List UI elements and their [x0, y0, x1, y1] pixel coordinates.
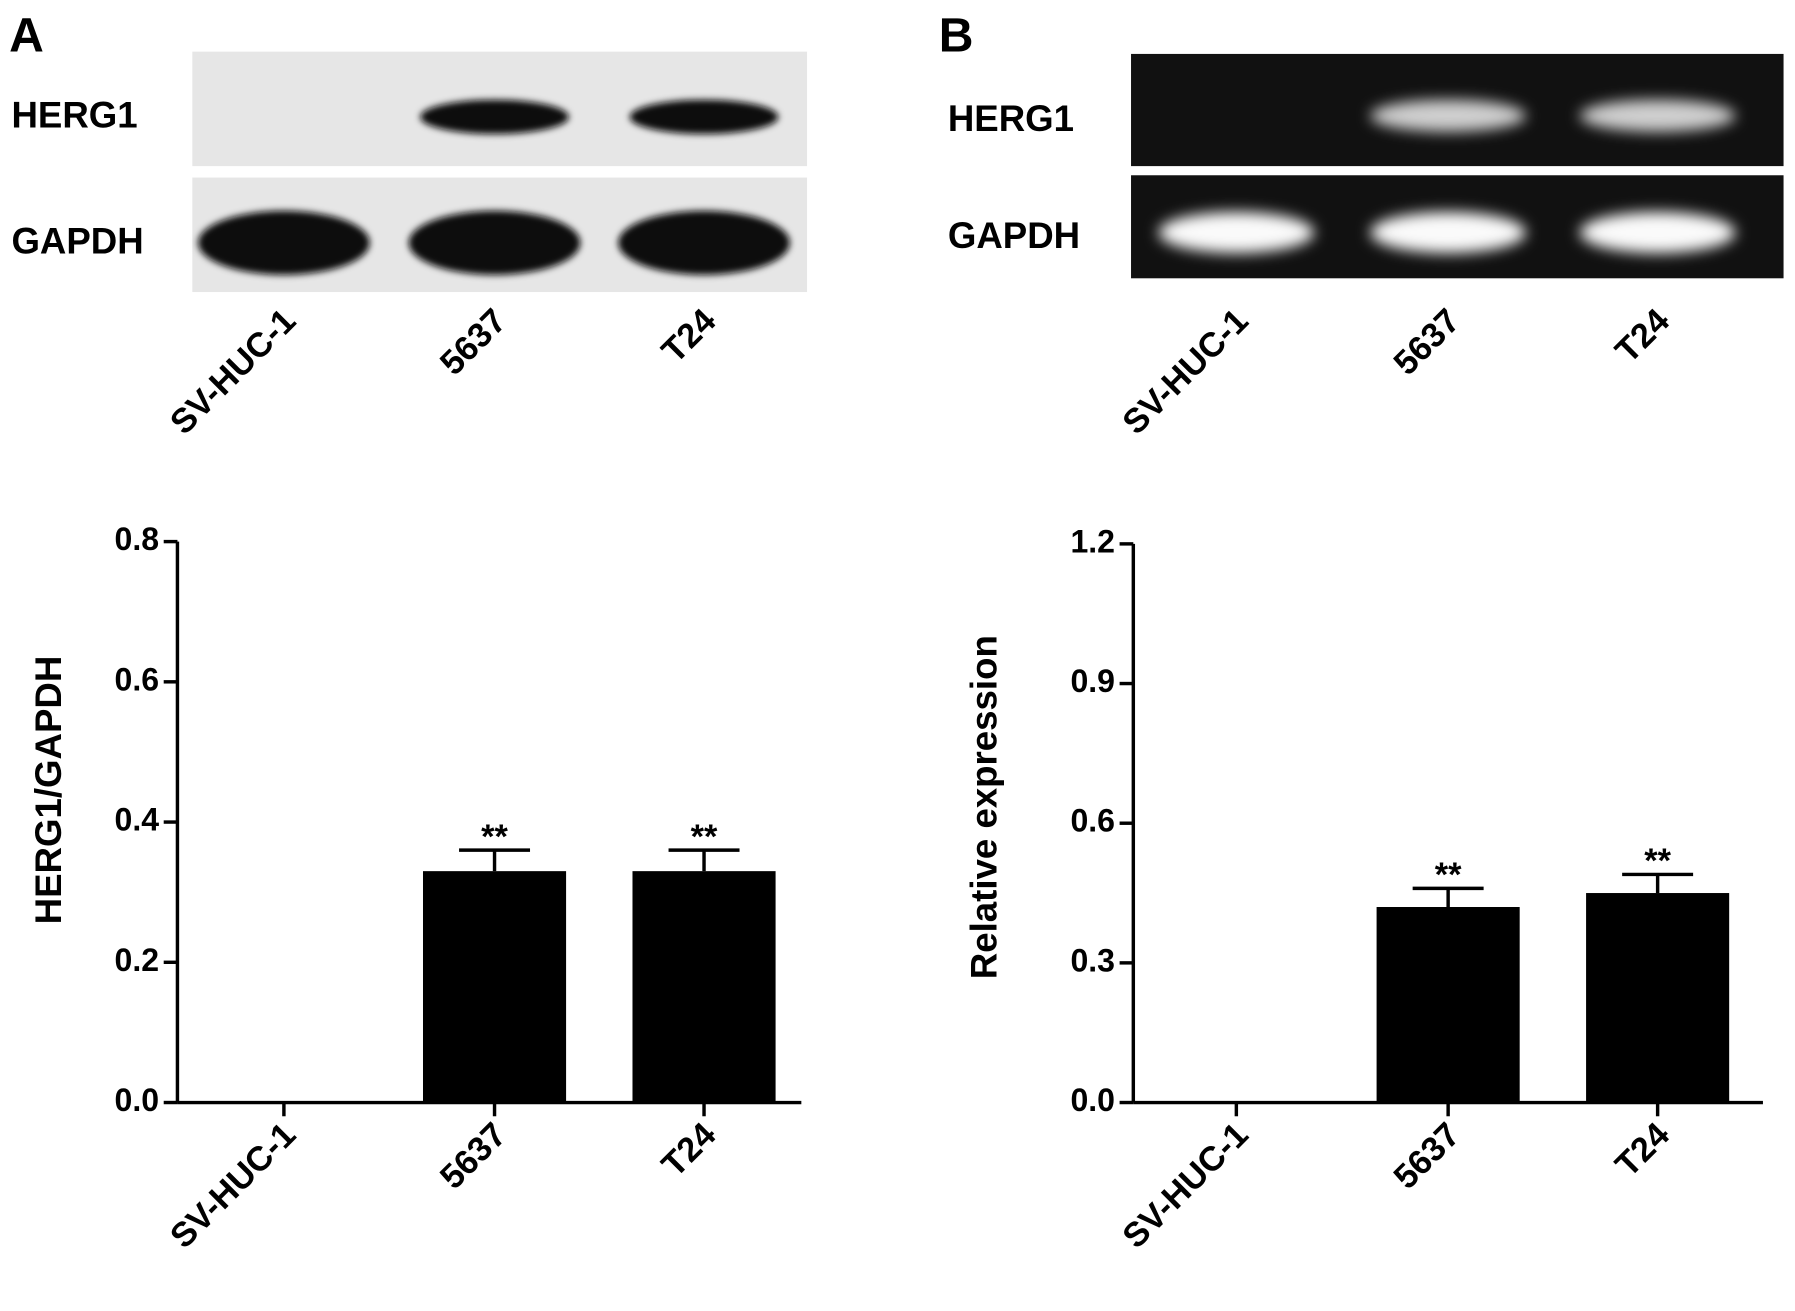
- y-tick-label: 0.9: [1070, 663, 1115, 699]
- y-tick-label: 0.0: [115, 1082, 160, 1118]
- x-tick-label: T24: [655, 1116, 724, 1185]
- bar: [422, 871, 567, 1103]
- blot-band: [1579, 211, 1736, 254]
- blot-band: [408, 210, 581, 275]
- y-axis-label: HERG1/GAPDH: [28, 656, 69, 925]
- significance: **: [1644, 842, 1671, 880]
- blot-band: [420, 99, 569, 135]
- significance: **: [691, 818, 718, 856]
- bar: [632, 871, 776, 1103]
- y-tick-label: 0.8: [115, 521, 160, 557]
- y-tick-label: 1.2: [1070, 523, 1115, 559]
- blot-band: [629, 99, 779, 135]
- y-tick-label: 0.6: [1070, 803, 1115, 839]
- y-tick-label: 0.0: [1070, 1082, 1115, 1118]
- blot-row-label: HERG1: [11, 95, 137, 136]
- lane-label: 5637: [433, 302, 514, 383]
- y-tick-label: 0.2: [115, 942, 160, 978]
- significance: **: [481, 818, 508, 856]
- significance: **: [1435, 856, 1462, 894]
- panel-label: A: [9, 9, 44, 63]
- x-tick-label: SV-HUC-1: [163, 1116, 303, 1256]
- blot-band: [1370, 99, 1526, 132]
- x-tick-label: 5637: [1387, 1116, 1468, 1197]
- lane-label: SV-HUC-1: [163, 302, 303, 442]
- bar: [1376, 907, 1520, 1103]
- blot-band: [1370, 211, 1526, 254]
- lane-label: 5637: [1387, 302, 1468, 383]
- blot-band: [1158, 211, 1315, 254]
- panel-label: B: [939, 9, 974, 63]
- blot-band: [1579, 99, 1736, 132]
- x-tick-label: T24: [1608, 1116, 1677, 1185]
- blot-band: [198, 210, 370, 275]
- y-tick-label: 0.4: [115, 802, 160, 838]
- x-tick-label: 5637: [433, 1116, 514, 1197]
- bar: [1586, 893, 1730, 1103]
- lane-label: T24: [1608, 302, 1677, 371]
- y-axis-label: Relative expression: [963, 635, 1004, 979]
- lane-label: T24: [655, 302, 724, 371]
- y-tick-label: 0.6: [115, 661, 160, 697]
- blot-row-label: GAPDH: [948, 215, 1080, 256]
- blot-row-label: HERG1: [948, 98, 1074, 139]
- lane-label: SV-HUC-1: [1116, 302, 1256, 442]
- y-tick-label: 0.3: [1070, 942, 1115, 978]
- x-tick-label: SV-HUC-1: [1116, 1116, 1256, 1256]
- blot-band: [618, 210, 790, 275]
- blot-row-label: GAPDH: [11, 221, 143, 262]
